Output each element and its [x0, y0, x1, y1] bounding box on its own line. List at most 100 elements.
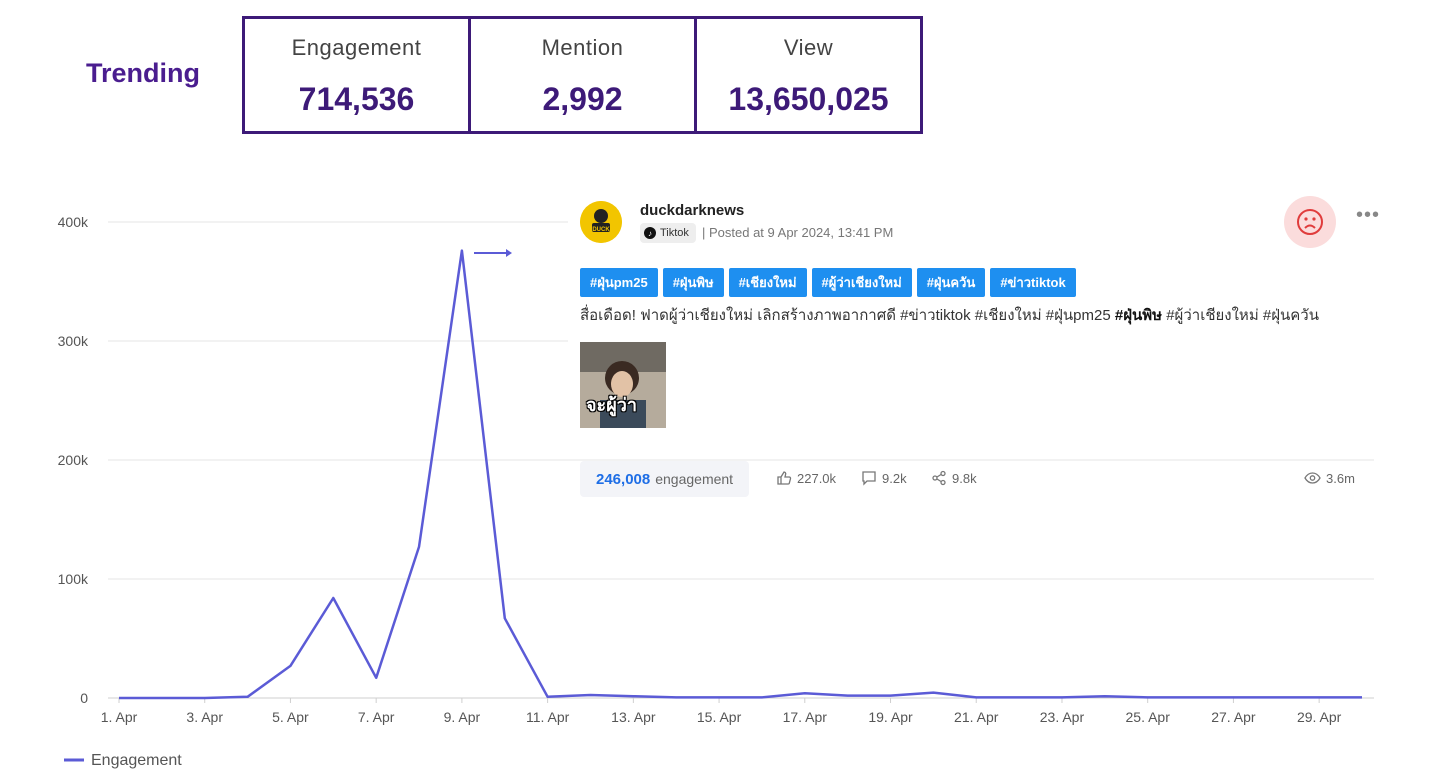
data-point[interactable]: [759, 694, 765, 700]
legend-label: Engagement: [91, 752, 182, 769]
data-point[interactable]: [1059, 694, 1065, 700]
data-point[interactable]: [373, 675, 379, 681]
data-point[interactable]: [716, 694, 722, 700]
x-tick-label: 9. Apr: [444, 709, 481, 725]
data-point[interactable]: [502, 615, 508, 621]
stats-row: Engagement 714,536 Mention 2,992 View 13…: [242, 16, 923, 134]
hashtag[interactable]: #ฝุ่นควัน: [916, 268, 986, 297]
stat-view-value: 13,650,025: [728, 81, 889, 117]
x-tick-label: 11. Apr: [526, 709, 570, 725]
y-tick-label: 0: [80, 690, 88, 706]
platform-label: Tiktok: [660, 227, 689, 239]
engagement-value: 246,008: [596, 470, 651, 488]
data-point[interactable]: [673, 694, 679, 700]
chart-legend[interactable]: Engagement: [64, 752, 182, 769]
more-options-icon[interactable]: •••: [1356, 204, 1381, 226]
data-point[interactable]: [845, 693, 851, 699]
data-point[interactable]: [459, 248, 465, 254]
post-text-part: #ผู้ว่าเชียงใหม่ #ฝุ่นควัน: [1162, 307, 1319, 324]
views-metric: 3.6m: [1304, 470, 1355, 486]
peak-arrow-icon: [474, 249, 512, 257]
shares-metric: 9.8k: [931, 470, 977, 486]
comments-metric: 9.2k: [861, 470, 907, 486]
likes-metric: 227.0k: [776, 470, 836, 486]
data-point[interactable]: [1188, 694, 1194, 700]
data-point[interactable]: [930, 690, 936, 696]
data-point[interactable]: [1016, 694, 1022, 700]
post-text: สื่อเดือด! ฟาดผู้ว่าเชียงใหม่ เลิกสร้างภ…: [580, 303, 1319, 327]
share-icon: [932, 470, 946, 486]
x-tick-label: 7. Apr: [358, 709, 395, 725]
eye-icon: [1304, 472, 1321, 484]
x-tick-label: 13. Apr: [611, 709, 656, 725]
x-tick-label: 1. Apr: [101, 709, 138, 725]
hashtag[interactable]: #ผู้ว่าเชียงใหม่: [811, 268, 912, 297]
x-tick-label: 23. Apr: [1040, 709, 1085, 725]
sad-face-icon[interactable]: [1284, 196, 1336, 248]
post-metrics: 246,008 engagement 227.0k 9.2k 9.8k 3.6m: [580, 461, 1360, 497]
x-tick-label: 25. Apr: [1126, 709, 1171, 725]
data-point[interactable]: [116, 695, 122, 701]
data-point[interactable]: [287, 663, 293, 669]
x-tick-label: 17. Apr: [783, 709, 828, 725]
thumbnail-caption: จะผู้ว่า: [586, 395, 637, 415]
data-point[interactable]: [202, 695, 208, 701]
hashtag[interactable]: #ข่าวtiktok: [990, 268, 1076, 297]
stat-view: View 13,650,025: [694, 16, 923, 134]
data-point[interactable]: [630, 693, 636, 699]
stat-mention-value: 2,992: [542, 81, 623, 117]
data-point[interactable]: [1359, 694, 1365, 700]
data-point[interactable]: [1145, 694, 1151, 700]
y-tick-label: 400k: [58, 214, 89, 230]
stat-engagement: Engagement 714,536: [242, 16, 471, 134]
y-tick-label: 300k: [58, 333, 89, 349]
data-point[interactable]: [802, 690, 808, 696]
post-author[interactable]: duckdarknews: [640, 202, 745, 219]
thumbs-up-icon: [777, 471, 792, 485]
data-point[interactable]: [1102, 693, 1108, 699]
stat-engagement-label: Engagement: [291, 35, 422, 60]
comment-icon: [862, 471, 876, 486]
data-point[interactable]: [545, 694, 551, 700]
data-point[interactable]: [245, 694, 251, 700]
stat-mention: Mention 2,992: [468, 16, 697, 134]
stat-view-label: View: [783, 35, 834, 60]
data-point[interactable]: [587, 692, 593, 698]
avatar[interactable]: DUCK: [580, 201, 622, 243]
x-tick-label: 27. Apr: [1211, 709, 1256, 725]
tiktok-icon: ♪: [644, 227, 656, 239]
x-tick-label: 5. Apr: [272, 709, 309, 725]
data-point[interactable]: [416, 544, 422, 550]
post-card[interactable]: DUCK duckdarknews ♪ Tiktok | Posted at 9…: [568, 192, 1398, 444]
x-axis: 1. Apr 3. Apr 5. Apr 7. Apr 9. Apr 11. Apr 13.…: [101, 698, 1342, 725]
hashtag[interactable]: #ฝุ่นpm25: [580, 268, 658, 297]
x-tick-label: 29. Apr: [1297, 709, 1342, 725]
y-tick-label: 100k: [58, 571, 89, 587]
post-thumbnail[interactable]: จะผู้ว่า: [580, 342, 666, 428]
data-point[interactable]: [330, 595, 336, 601]
platform-badge: ♪ Tiktok: [640, 223, 696, 243]
comments-count: 9.2k: [882, 470, 907, 486]
hashtag[interactable]: #เชียงใหม่: [728, 268, 807, 297]
likes-count: 227.0k: [797, 470, 837, 486]
data-point[interactable]: [973, 694, 979, 700]
stat-mention-label: Mention: [541, 35, 624, 60]
x-tick-label: 15. Apr: [697, 709, 742, 725]
avatar-logo-text: DUCK: [592, 227, 610, 233]
y-axis: 0 100k 200k 300k 400k: [58, 214, 89, 706]
x-tick-label: 21. Apr: [954, 709, 999, 725]
hashtag-list: #ฝุ่นpm25 #ฝุ่นพิษ #เชียงใหม่ #ผู้ว่าเชี…: [580, 268, 1076, 297]
post-timestamp: | Posted at 9 Apr 2024, 13:41 PM: [702, 225, 894, 240]
hashtag[interactable]: #ฝุ่นพิษ: [662, 268, 724, 297]
data-point[interactable]: [888, 693, 894, 699]
engagement-pill: 246,008 engagement: [580, 461, 750, 497]
trending-title: Trending: [86, 58, 200, 88]
data-point[interactable]: [1316, 694, 1322, 700]
post-text-bold: #ฝุ่นพิษ: [1114, 307, 1163, 324]
data-point[interactable]: [159, 695, 165, 701]
stat-engagement-value: 714,536: [298, 81, 415, 117]
y-tick-label: 200k: [58, 452, 89, 468]
views-count: 3.6m: [1326, 470, 1355, 486]
data-point[interactable]: [1273, 694, 1279, 700]
data-point[interactable]: [1230, 694, 1236, 700]
